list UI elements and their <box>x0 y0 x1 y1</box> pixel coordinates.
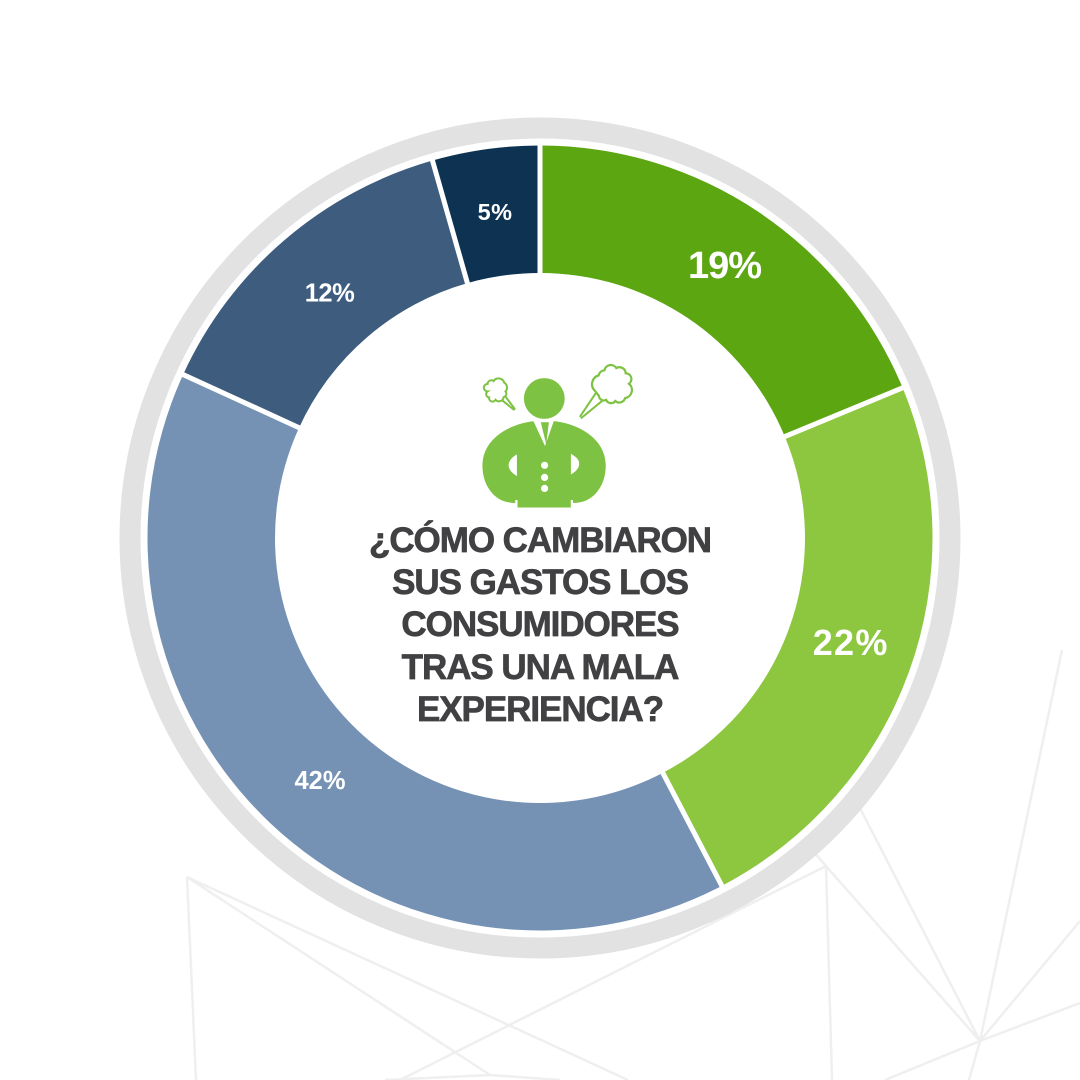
svg-text:19%: 19% <box>688 245 761 287</box>
svg-text:42%: 42% <box>294 767 345 795</box>
svg-text:12%: 12% <box>305 280 355 308</box>
svg-text:22%: 22% <box>813 622 889 663</box>
svg-text:5%: 5% <box>478 199 513 225</box>
